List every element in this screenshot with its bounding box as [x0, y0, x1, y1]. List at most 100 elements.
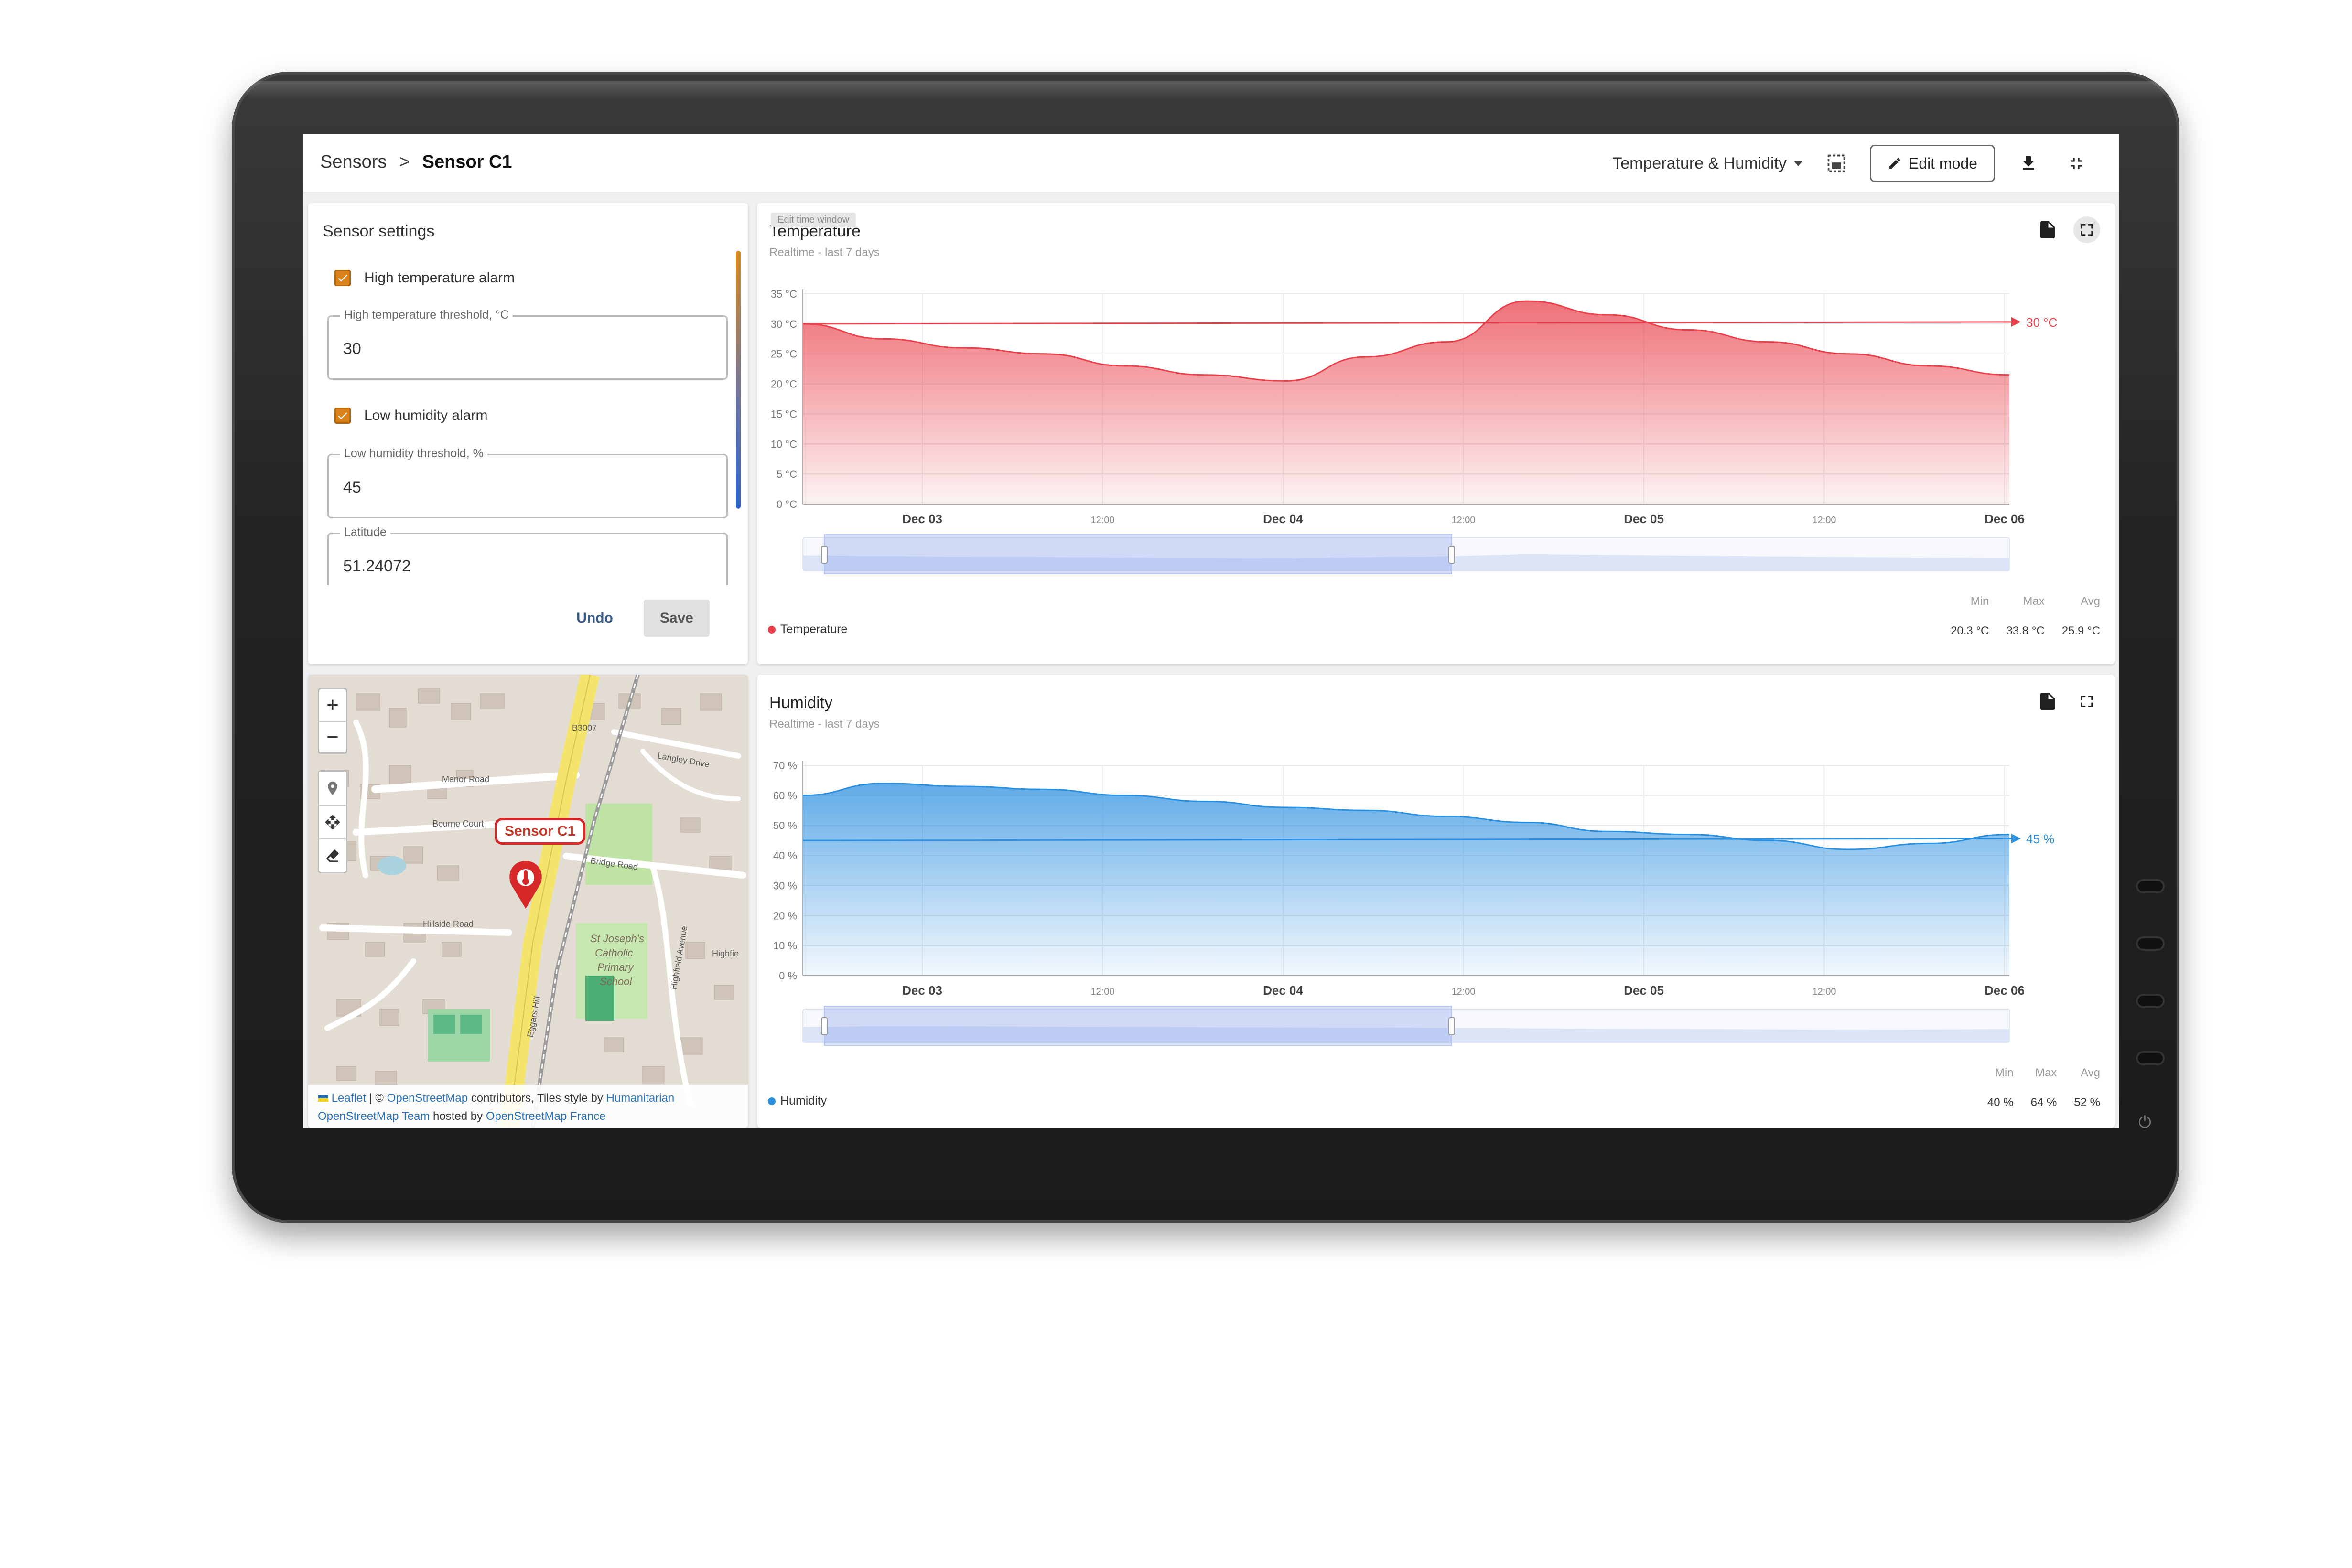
monitor-frame: ⏻ Sensors > Sensor C1 Temperature & Humi…: [232, 72, 2179, 1223]
temperature-legend[interactable]: Temperature: [768, 623, 847, 636]
temperature-stats: Min Max Avg 20.3 °C 33.8 °C 25.9 °C: [1951, 595, 2100, 638]
y-tick-label: 10 °C: [771, 438, 797, 450]
sensor-marker[interactable]: [509, 861, 542, 909]
low-humidity-threshold-label: Low humidity threshold, %: [340, 447, 487, 461]
navigator-handle-left: [821, 546, 828, 564]
threshold-line: [802, 321, 2015, 325]
monitor-button: [2136, 1051, 2165, 1065]
humidity-subtitle: Realtime - last 7 days: [769, 718, 880, 730]
osm-link[interactable]: OpenStreetMap: [387, 1092, 468, 1105]
ukraine-flag-icon: [318, 1095, 328, 1102]
y-tick-label: 70 %: [773, 760, 797, 772]
screen: Sensors > Sensor C1 Temperature & Humidi…: [303, 134, 2119, 1128]
series-line: [802, 783, 2010, 850]
y-tick-label: 30 °C: [771, 318, 797, 330]
threshold-label: 30 °C: [2026, 315, 2057, 330]
x-tick-label: 12:00: [1090, 987, 1114, 997]
edit-time-window-tag[interactable]: Edit time window: [771, 213, 856, 227]
humidity-legend[interactable]: Humidity: [768, 1094, 827, 1108]
x-tick-label: 12:00: [1451, 987, 1475, 997]
street-label: Highfie: [712, 949, 739, 958]
x-tick-label: Dec 05: [1624, 512, 1664, 526]
edit-mode-button[interactable]: Edit mode: [1869, 145, 1995, 182]
stat-min-label: Min: [1970, 595, 1989, 608]
x-tick-label: 12:00: [1812, 987, 1836, 997]
x-tick-label: 12:00: [1451, 515, 1475, 526]
high-temp-threshold-field[interactable]: High temperature threshold, °C 30: [327, 308, 728, 380]
place-marker-button[interactable]: [319, 772, 346, 805]
zoom-in-button[interactable]: +: [326, 693, 339, 717]
temperature-subtitle: Realtime - last 7 days: [769, 246, 880, 259]
high-temp-alarm-checkbox[interactable]: [334, 270, 351, 286]
layout-button[interactable]: [1822, 149, 1851, 178]
map-tiles[interactable]: Manor Road Bourne Court Hillside Road Br…: [308, 675, 748, 1128]
navigator-series: [803, 554, 2009, 571]
legend-label: Humidity: [780, 1094, 827, 1107]
export-button[interactable]: [2034, 688, 2061, 715]
move-button[interactable]: [319, 805, 346, 838]
x-tick-label: 12:00: [1090, 515, 1114, 526]
navigator-handle-left: [821, 1017, 828, 1035]
threshold-label: 45 %: [2026, 832, 2054, 846]
map-attribution: Leaflet | © OpenStreetMap contributors, …: [308, 1085, 748, 1128]
settings-actions: Undo Save: [565, 600, 710, 637]
dashboard-layout-icon: [1827, 154, 1845, 172]
x-tick-label: Dec 04: [1263, 983, 1303, 998]
leaflet-link[interactable]: Leaflet: [331, 1092, 366, 1105]
low-humidity-alarm-row: Low humidity alarm: [334, 408, 487, 424]
stat-avg-value: 25.9 °C: [2061, 624, 2100, 637]
humidity-stats: Min Max Avg 40 % 64 % 52 %: [1987, 1066, 2100, 1109]
x-tick-label: Dec 05: [1624, 983, 1664, 998]
map-pin-icon: [328, 781, 337, 795]
view-selector[interactable]: Temperature & Humidity: [1612, 154, 1803, 173]
stat-min-label: Min: [1995, 1066, 2014, 1079]
low-humidity-alarm-checkbox[interactable]: [334, 408, 351, 424]
stat-avg-value: 52 %: [2074, 1096, 2100, 1109]
zoom-out-button[interactable]: −: [319, 721, 346, 752]
latitude-field[interactable]: Latitude 51.24072: [327, 526, 728, 585]
fullscreen-button[interactable]: [2073, 216, 2100, 243]
school-label: Primary: [597, 961, 635, 973]
settings-scrollbar[interactable]: [736, 251, 741, 509]
street-label: Manor Road: [442, 774, 489, 784]
map-draw-toolbar: [318, 770, 347, 873]
erase-button[interactable]: [319, 838, 346, 872]
eraser-icon: [326, 849, 339, 862]
export-button[interactable]: [2034, 216, 2061, 243]
legend-label: Temperature: [780, 623, 848, 636]
map-card: Manor Road Bourne Court Hillside Road Br…: [308, 675, 748, 1128]
humanitarian-link[interactable]: Humanitarian: [606, 1092, 675, 1105]
exit-fullscreen-button[interactable]: [2062, 149, 2091, 178]
y-tick-label: 40 %: [773, 850, 797, 862]
monitor-button: [2136, 994, 2165, 1008]
file-icon: [2040, 693, 2055, 710]
latitude-label: Latitude: [340, 526, 390, 539]
view-selector-label: Temperature & Humidity: [1612, 154, 1787, 172]
fullscreen-button[interactable]: [2073, 688, 2100, 715]
sensor-marker-label[interactable]: Sensor C1: [495, 818, 586, 845]
stat-min-value: 40 %: [1987, 1096, 2014, 1109]
low-humidity-threshold-field[interactable]: Low humidity threshold, % 45: [327, 447, 728, 518]
osm-france-link[interactable]: OpenStreetMap France: [486, 1110, 606, 1123]
undo-button[interactable]: Undo: [576, 610, 613, 626]
exit-fullscreen-icon: [2071, 158, 2082, 169]
humidity-chart[interactable]: 0 % 10 % 20 % 30 % 40 % 50 % 60 % 70 % Dec 03 12:…: [757, 675, 2115, 1128]
download-button[interactable]: [2014, 149, 2043, 178]
download-icon: [2023, 156, 2034, 170]
settings-form: High temperature alarm High temperature …: [323, 251, 729, 585]
breadcrumb-current: Sensor C1: [422, 152, 512, 172]
x-tick-label: Dec 03: [902, 983, 942, 998]
osm-team-link[interactable]: OpenStreetMap Team: [318, 1110, 430, 1123]
fullscreen-icon: [2081, 696, 2093, 707]
legend-dot: [768, 1097, 776, 1105]
breadcrumb-sensors-link[interactable]: Sensors: [320, 152, 387, 172]
map-zoom-control: + −: [318, 688, 347, 754]
high-temp-alarm-label: High temperature alarm: [364, 270, 515, 286]
pencil-icon: [1889, 158, 1900, 169]
save-button[interactable]: Save: [643, 600, 710, 637]
temperature-chart[interactable]: 0 °C 5 °C 10 °C 15 °C 20 °C 25 °C 30 °C 35 °C De…: [757, 203, 2115, 664]
low-humidity-alarm-label: Low humidity alarm: [364, 408, 488, 423]
street-label: Hillside Road: [423, 919, 474, 929]
y-tick-label: 25 °C: [771, 348, 797, 360]
monitor-button: [2136, 879, 2165, 893]
